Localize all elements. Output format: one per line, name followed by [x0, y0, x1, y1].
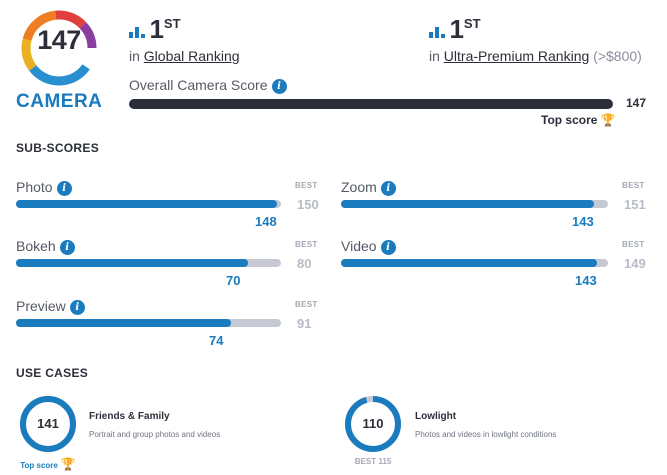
- use-case-lowlight-ring: [343, 394, 403, 454]
- ultra-rank-number: 1: [449, 14, 464, 44]
- score-ring-icon: [20, 396, 76, 452]
- use-case-friends-family-ring: [18, 394, 78, 454]
- overall-score-label: Overall Camera Score: [129, 77, 268, 93]
- ultra-rank-price: (>$800): [593, 48, 642, 64]
- use-case-friends-family-title: Friends & Family: [89, 411, 170, 422]
- ultra-rank: 1ST: [429, 14, 481, 45]
- subscore-photo-score: 148: [255, 214, 277, 229]
- use-case-lowlight-score: 110: [362, 416, 384, 431]
- global-rank-number: 1: [149, 14, 164, 44]
- subscore-label-text: Video: [341, 238, 377, 254]
- subscore-preview-track: [16, 319, 281, 327]
- info-icon[interactable]: i: [380, 239, 396, 255]
- info-icon[interactable]: i: [380, 180, 396, 196]
- overall-score-bar: [129, 99, 613, 109]
- ultra-premium-ranking-link[interactable]: Ultra-Premium Ranking: [443, 48, 590, 64]
- bar-chart-icon: [129, 27, 145, 38]
- subscore-bokeh-label: Bokeh i: [16, 238, 75, 255]
- subscore-label-text: Zoom: [341, 179, 377, 195]
- use-case-lowlight-title: Lowlight: [415, 411, 457, 422]
- use-case-friends-family-desc: Portrait and group photos and videos: [89, 430, 221, 439]
- info-icon[interactable]: i: [69, 299, 85, 315]
- badge-label: CAMERA: [16, 91, 103, 112]
- subscore-bokeh-fill: [16, 259, 248, 267]
- ring-fill: [20, 396, 76, 452]
- subscore-bokeh-track: [16, 259, 281, 267]
- subscores-title: SUB-SCORES: [16, 141, 100, 155]
- subscore-bokeh-best: 80: [297, 256, 312, 271]
- subscore-preview-fill: [16, 319, 231, 327]
- use-case-lowlight-desc: Photos and videos in lowlight conditions: [415, 430, 557, 439]
- best-label: BEST: [622, 181, 645, 190]
- subscore-photo-best: 150: [297, 197, 319, 212]
- subscore-zoom-best: 151: [624, 197, 646, 212]
- subscore-video-fill: [341, 259, 597, 267]
- subscore-zoom-label: Zoom i: [341, 179, 396, 196]
- ring-fill: [345, 396, 401, 452]
- trophy-icon: 🏆: [600, 113, 616, 127]
- use-case-foot-text: Top score: [20, 461, 58, 470]
- subscore-zoom-fill: [341, 200, 594, 208]
- subscore-video-best: 149: [624, 256, 646, 271]
- top-score-label: Top score: [541, 113, 598, 127]
- info-icon[interactable]: i: [59, 239, 75, 255]
- global-rank-suffix: ST: [163, 16, 181, 31]
- overall-top-score: Top score 🏆: [541, 113, 616, 127]
- best-label: BEST: [295, 240, 318, 249]
- use-cases-title: USE CASES: [16, 366, 89, 380]
- subscore-photo-fill: [16, 200, 277, 208]
- overall-score-value: 147: [626, 96, 647, 110]
- global-rank-caption: in Global Ranking: [129, 48, 240, 64]
- subscore-video-score: 143: [575, 273, 597, 288]
- badge-score: 147: [37, 25, 81, 55]
- subscore-video-track: [341, 259, 608, 267]
- subscore-zoom-track: [341, 200, 608, 208]
- best-label: BEST: [622, 240, 645, 249]
- use-case-lowlight-foot: BEST 115: [335, 457, 411, 466]
- score-ring-icon: [345, 396, 401, 452]
- ultra-rank-prefix: in: [429, 48, 440, 64]
- subscore-preview-best: 91: [297, 316, 312, 331]
- use-case-friends-family-foot: Top score 🏆: [10, 457, 86, 471]
- subscore-video-label: Video i: [341, 238, 396, 255]
- global-rank-prefix: in: [129, 48, 140, 64]
- badge-ring-icon: [21, 10, 97, 86]
- use-case-friends-family-score: 141: [37, 416, 59, 431]
- use-case-foot-text: BEST 115: [354, 457, 392, 466]
- best-label: BEST: [295, 181, 318, 190]
- subscore-preview-label: Preview i: [16, 298, 85, 315]
- subscore-photo-track: [16, 200, 281, 208]
- ultra-rank-caption: in Ultra-Premium Ranking (>$800): [429, 48, 642, 64]
- subscore-photo-label: Photo i: [16, 179, 72, 196]
- ultra-rank-suffix: ST: [463, 16, 481, 31]
- camera-score-badge: 147: [14, 8, 104, 86]
- global-ranking-link[interactable]: Global Ranking: [143, 48, 240, 64]
- bar-chart-icon: [429, 27, 445, 38]
- subscore-preview-score: 74: [209, 333, 224, 348]
- subscore-label-text: Preview: [16, 298, 66, 314]
- overall-score-label-row: Overall Camera Score i: [129, 77, 287, 94]
- subscore-zoom-score: 143: [572, 214, 594, 229]
- subscore-label-text: Bokeh: [16, 238, 56, 254]
- trophy-icon: 🏆: [60, 457, 76, 471]
- subscore-bokeh-score: 70: [226, 273, 241, 288]
- global-rank: 1ST: [129, 14, 181, 45]
- subscore-label-text: Photo: [16, 179, 53, 195]
- best-label: BEST: [295, 300, 318, 309]
- info-icon[interactable]: i: [56, 180, 72, 196]
- info-icon[interactable]: i: [271, 78, 287, 94]
